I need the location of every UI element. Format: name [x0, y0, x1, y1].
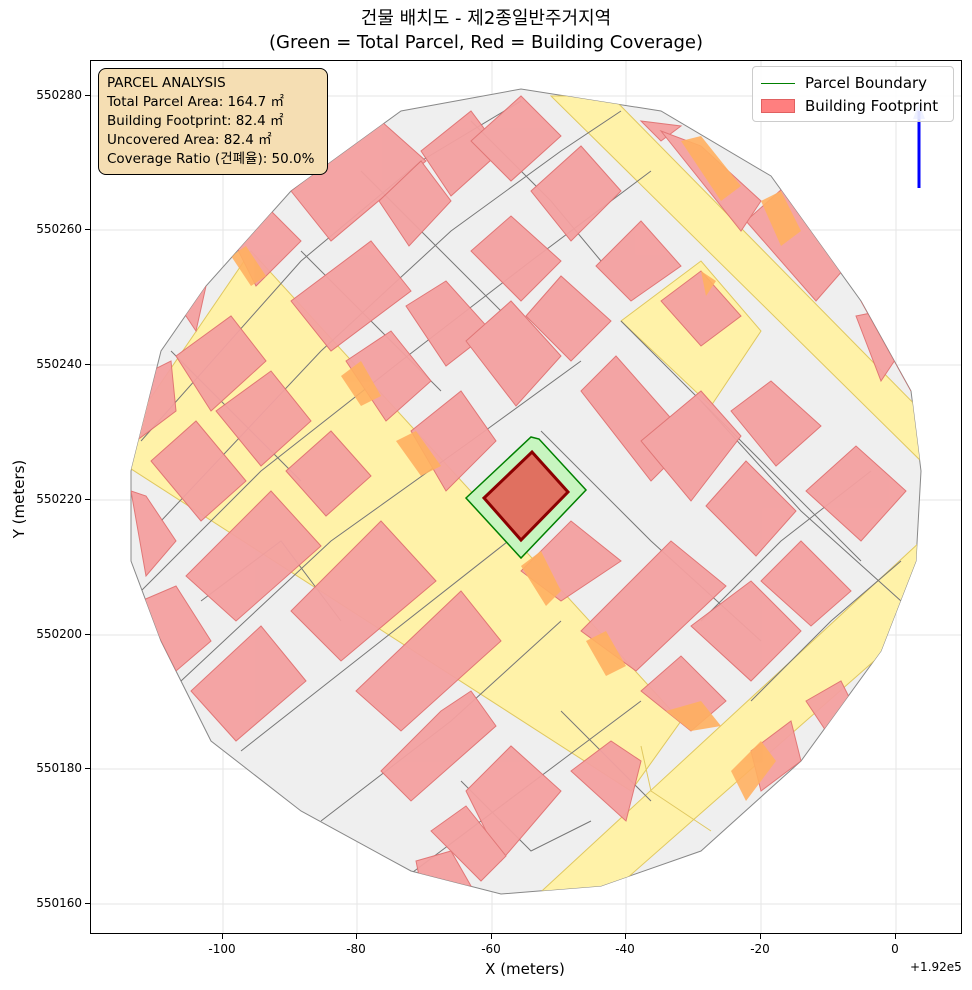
parcel-line-swatch: [761, 82, 795, 84]
y-tick-label: 550180: [36, 761, 82, 775]
legend-item-building: Building Footprint: [761, 96, 938, 116]
x-axis-label: X (meters): [485, 960, 565, 978]
x-tick-label: -60: [481, 942, 501, 956]
building-patch-swatch: [761, 99, 795, 113]
x-tick-mark: [222, 934, 223, 939]
y-tick-mark: [85, 229, 90, 230]
y-tick-label: 550280: [36, 88, 82, 102]
info-footprint: Building Footprint: 82.4 ㎡: [107, 113, 284, 129]
x-tick-mark: [625, 934, 626, 939]
y-tick-mark: [85, 95, 90, 96]
y-tick-mark: [85, 499, 90, 500]
context-buildings: [131, 95, 912, 887]
x-tick-mark: [356, 934, 357, 939]
y-tick-mark: [85, 634, 90, 635]
x-tick-label: -100: [208, 942, 236, 956]
info-uncovered: Uncovered Area: 82.4 ㎡: [107, 132, 272, 148]
x-tick-label: -40: [615, 942, 635, 956]
x-tick-mark: [895, 934, 896, 939]
info-coverage-ratio: Coverage Ratio (건폐율): 50.0%: [107, 151, 315, 167]
map-plot-area: [90, 60, 962, 934]
x-tick-mark: [760, 934, 761, 939]
x-axis-offset: +1.92e5: [910, 960, 962, 974]
legend-label: Parcel Boundary: [805, 74, 928, 92]
chart-subtitle: (Green = Total Parcel, Red = Building Co…: [268, 32, 704, 53]
y-tick-mark: [85, 903, 90, 904]
info-total-area: Total Parcel Area: 164.7 ㎡: [107, 94, 284, 110]
y-tick-label: 550240: [36, 357, 82, 371]
y-tick-label: 550260: [36, 222, 82, 236]
x-tick-label: 0: [891, 942, 899, 956]
subject-building: [481, 449, 571, 543]
y-tick-label: 550160: [36, 896, 82, 910]
y-tick-mark: [85, 768, 90, 769]
road-overlap-areas: [231, 136, 801, 801]
parcel-analysis-box: PARCEL ANALYSIS Total Parcel Area: 164.7…: [98, 68, 328, 175]
y-tick-mark: [85, 364, 90, 365]
info-heading: PARCEL ANALYSIS: [107, 75, 226, 91]
x-tick-mark: [491, 934, 492, 939]
x-tick-label: -80: [346, 942, 366, 956]
legend-item-parcel: Parcel Boundary: [761, 73, 927, 93]
legend: Parcel Boundary Building Footprint: [752, 66, 954, 122]
x-tick-label: -20: [750, 942, 770, 956]
site-plan-svg: [91, 61, 961, 933]
chart-title: 건물 배치도 - 제2종일반주거지역: [360, 8, 612, 29]
y-axis-label: Y (meters): [10, 459, 28, 539]
legend-label: Building Footprint: [805, 97, 939, 115]
y-tick-label: 550220: [36, 492, 82, 506]
y-tick-label: 550200: [36, 627, 82, 641]
